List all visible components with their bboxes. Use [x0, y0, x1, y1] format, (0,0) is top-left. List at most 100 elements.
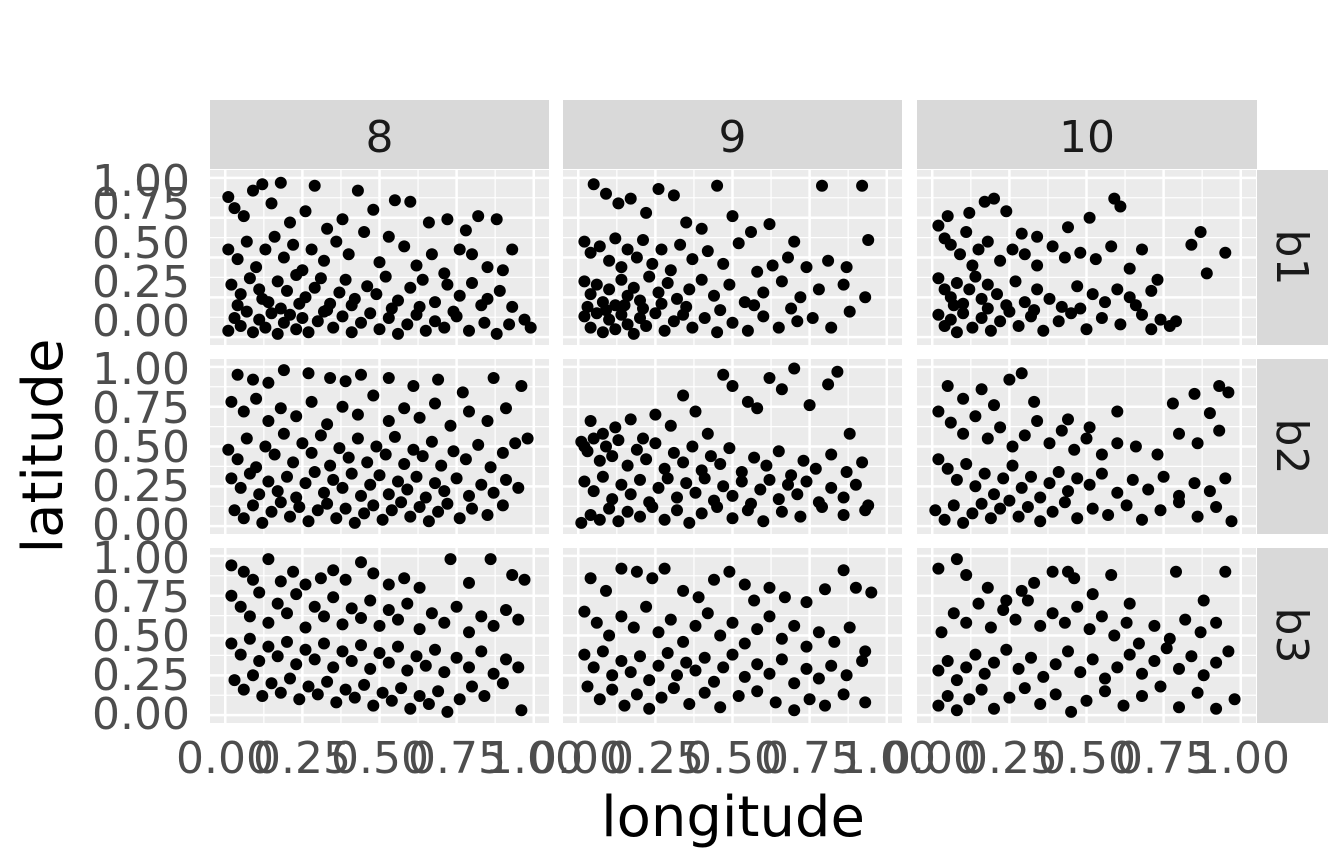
data-point [225, 589, 238, 602]
data-point [806, 312, 819, 324]
data-point [281, 607, 293, 620]
data-point [988, 488, 1000, 501]
data-point [512, 661, 525, 674]
data-point [994, 315, 1007, 328]
data-point [1068, 443, 1081, 456]
data-point [401, 597, 414, 610]
data-point [627, 327, 640, 340]
data-point [225, 395, 238, 408]
data-point [775, 383, 788, 396]
data-point [615, 308, 628, 321]
data-point [825, 481, 838, 494]
data-point [932, 664, 945, 677]
data-point [314, 429, 327, 442]
data-point [256, 516, 269, 529]
data-point [364, 307, 377, 320]
data-point [941, 380, 954, 392]
data-point [274, 496, 287, 509]
data-point [677, 389, 690, 402]
data-point [370, 288, 383, 301]
data-point [367, 203, 380, 216]
data-point [413, 300, 426, 313]
x-axis-tick-labels: 0.00 0.25 0.50 0.75 1.00 0.00 0.25 0.50 … [176, 733, 1290, 784]
data-point [475, 610, 488, 623]
data-point [382, 372, 395, 384]
data-point [717, 368, 730, 381]
data-point [336, 481, 349, 494]
data-point [975, 497, 988, 510]
data-point [596, 645, 609, 658]
data-point [1031, 415, 1044, 427]
data-point [247, 373, 259, 386]
data-point [840, 669, 853, 682]
data-point [348, 691, 361, 704]
data-point [640, 320, 653, 332]
data-point [1003, 373, 1016, 386]
data-point [947, 607, 960, 620]
data-point [612, 434, 625, 447]
x-tick-9-3: 0.75 [761, 733, 859, 784]
data-point [652, 659, 665, 672]
data-point [969, 270, 982, 283]
data-point [444, 553, 457, 566]
data-point [788, 677, 801, 690]
data-point [1062, 221, 1074, 234]
data-point [1111, 486, 1124, 499]
data-point [643, 270, 656, 283]
data-point [281, 470, 293, 483]
y-axis-tick-labels: 0.00 0.25 0.50 0.75 1.00 0.00 0.25 0.50 … [92, 156, 190, 740]
data-point [265, 197, 278, 210]
data-point [1108, 629, 1121, 642]
data-point [800, 261, 813, 274]
data-point [748, 451, 761, 464]
data-point [1055, 424, 1068, 437]
data-point [615, 261, 628, 274]
data-point [584, 572, 597, 585]
data-point [447, 445, 460, 458]
data-point [1012, 510, 1025, 523]
data-point [441, 213, 454, 226]
data-point [837, 278, 850, 291]
data-point [809, 462, 822, 475]
data-point [308, 466, 321, 478]
data-point [735, 466, 748, 478]
data-point [741, 504, 754, 517]
data-point [763, 372, 776, 384]
data-point [708, 675, 720, 688]
data-point [634, 473, 646, 486]
data-point [345, 655, 358, 667]
data-point [1009, 275, 1022, 288]
data-point [231, 368, 244, 381]
data-point [695, 507, 708, 520]
data-point [1111, 283, 1124, 296]
data-point [1219, 246, 1232, 259]
data-point [466, 248, 478, 261]
data-point [1120, 499, 1133, 512]
data-point [1052, 466, 1065, 478]
data-point [726, 210, 739, 223]
data-point [1062, 413, 1074, 426]
data-point [581, 680, 594, 693]
data-point [701, 427, 714, 440]
data-point [484, 553, 497, 566]
data-point [336, 213, 349, 226]
data-point [812, 672, 825, 685]
data-point [825, 448, 838, 461]
data-point [345, 326, 358, 339]
data-point [432, 505, 445, 518]
data-point [1012, 662, 1025, 675]
data-point [1028, 395, 1041, 408]
data-point [274, 686, 287, 699]
data-point [1188, 477, 1201, 490]
data-point [1031, 230, 1044, 243]
data-point [991, 288, 1003, 301]
data-point [741, 395, 754, 408]
data-point [843, 427, 856, 440]
data-point [1136, 513, 1148, 526]
data-point [788, 704, 801, 717]
data-point [228, 674, 241, 687]
data-point [500, 604, 512, 616]
data-point [262, 376, 275, 389]
data-point [247, 326, 259, 339]
data-point [627, 621, 640, 634]
